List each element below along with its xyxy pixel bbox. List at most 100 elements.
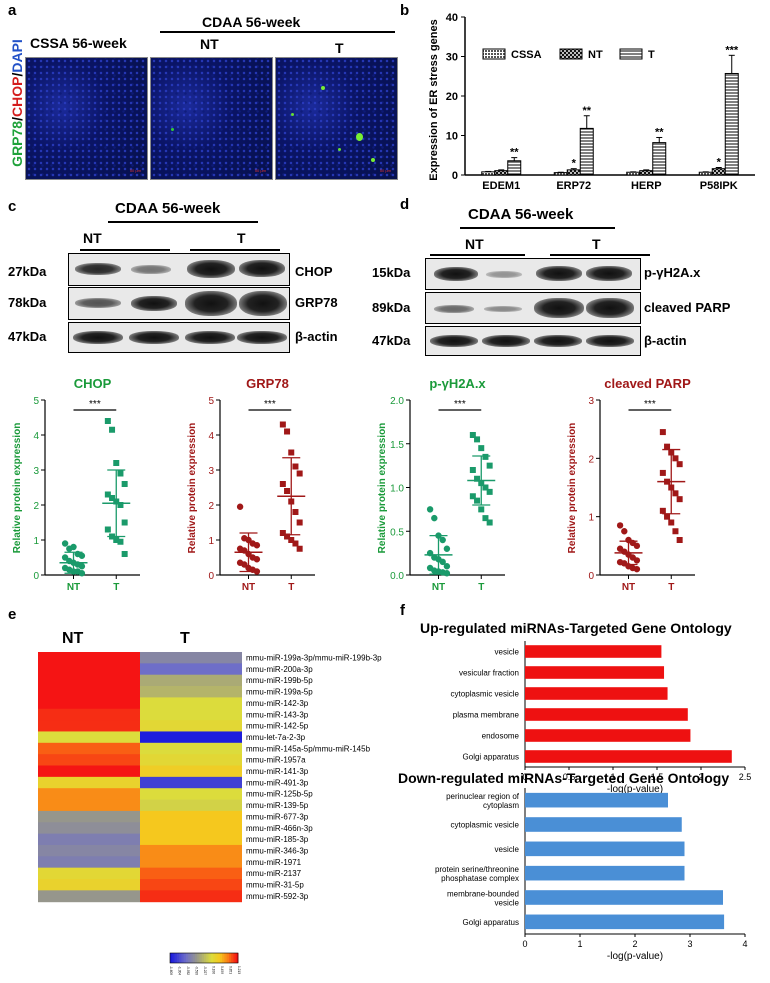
panel-c-t-line <box>190 249 280 251</box>
scatter-point-t <box>659 507 666 514</box>
b-legend-label: CSSA <box>511 49 542 61</box>
panel-label-c: c <box>8 198 17 215</box>
cdaa-bracket <box>160 31 395 33</box>
scatter-sig-label: *** <box>264 399 276 410</box>
scatter-point-nt <box>253 542 261 549</box>
micrograph-cssa: 50 μm <box>25 57 148 180</box>
scatter-point-nt <box>616 522 624 529</box>
micrograph-nt: 50 μm <box>150 57 273 180</box>
heatmap-row-label: mmu-miR-139-5p <box>246 801 309 810</box>
colorbar-segment <box>208 953 212 963</box>
scatter-sig-label: *** <box>89 399 101 410</box>
scatter-point-nt <box>443 570 451 577</box>
heatmap-cell <box>140 788 242 801</box>
go-xtick-label: 1.5 <box>651 772 664 782</box>
heatmap-cell <box>140 879 242 891</box>
go-xlabel: -log(p-value) <box>607 951 663 962</box>
scatter-point-nt <box>61 540 69 547</box>
b-category-label: EDEM1 <box>482 180 520 192</box>
colorbar-segment <box>228 953 232 963</box>
scatter-point-nt <box>439 536 446 544</box>
scale-bar-t: 50 μm <box>379 168 391 173</box>
scatter-point-t <box>469 467 476 473</box>
scatter-ytick-label: 2 <box>33 501 39 512</box>
b-significance: *** <box>725 44 739 56</box>
go-bar <box>525 817 682 832</box>
scatter-point-t <box>117 538 124 545</box>
scatter-point-nt <box>633 565 641 573</box>
scatter-point-t <box>676 461 683 468</box>
scatter-point-t <box>104 526 111 533</box>
heatmap-cell <box>38 833 140 846</box>
heatmap-cell <box>140 833 242 846</box>
scatter-point-nt <box>443 545 451 552</box>
colorbar-segment <box>185 953 189 963</box>
colorbar-segment <box>194 953 198 963</box>
stain-dapi: DAPI <box>9 39 25 73</box>
colorbar-segment <box>213 953 216 963</box>
scale-bar-cssa: 50 μm <box>129 168 141 173</box>
heatmap-cell <box>38 776 140 789</box>
panel-c-title: CDAA 56-week <box>115 200 221 217</box>
colorbar-segment <box>179 953 182 963</box>
heatmap-cell <box>140 776 242 789</box>
go-bar <box>525 792 668 808</box>
scatter-ytick-label: 4 <box>33 431 39 442</box>
b-bar-cssa <box>553 172 568 176</box>
scatter-point-nt <box>241 561 248 568</box>
b-legend-swatch-cssa <box>482 48 506 60</box>
panel-c-nt-line <box>80 249 170 251</box>
scatter-point-t <box>486 488 493 495</box>
heatmap-row-label: mmu-miR-677-3p <box>246 812 309 821</box>
scatter-point-t <box>478 445 485 452</box>
heatmap-cell <box>140 822 242 835</box>
go-category-label-cont: phosphatase complex <box>441 874 519 883</box>
colorbar-segment <box>215 953 218 963</box>
panel-c-kda-0: 27kDa <box>8 264 47 279</box>
heatmap-cell <box>38 788 140 801</box>
go-down-title: Down-regulated miRNAs-Targeted Gene Onto… <box>398 770 730 786</box>
heatmap-cell <box>38 697 140 710</box>
scatter-xtick-label: NT <box>432 582 445 593</box>
scatter-point-nt <box>253 556 261 563</box>
scatter-point-nt <box>431 514 438 522</box>
colorbar-segment <box>199 953 203 963</box>
go-category-label-cont: vesicle <box>495 899 520 908</box>
scatter-point-t <box>664 443 671 450</box>
b-bar-t <box>579 127 594 176</box>
colorbar-segment <box>183 953 187 963</box>
b-bar-t <box>507 160 522 176</box>
heatmap-row-label: mmu-miR-143-3p <box>246 710 309 719</box>
panel-d-t-line <box>550 254 650 256</box>
colorbar-segment <box>222 953 225 963</box>
scatter-ylabel: Relative protein expression <box>187 423 198 554</box>
b-bar-nt <box>566 169 581 176</box>
scatter-point-t <box>672 490 679 497</box>
scatter-xtick-label: T <box>113 582 119 593</box>
colorbar-tick: -0.599 <box>195 966 199 975</box>
heatmap-cell <box>140 697 242 710</box>
heatmap-row-label: mmu-miR-199a-3p/mmu-miR-199b-3p <box>246 654 382 663</box>
colorbar-tick: 0.851 <box>229 966 233 974</box>
heatmap-cell <box>38 844 140 857</box>
heatmap-cell <box>140 867 242 880</box>
heatmap-cell <box>38 731 140 744</box>
b-legend-swatch-nt <box>559 48 583 60</box>
colorbar-segment <box>224 953 228 963</box>
scatter-xtick-label: T <box>288 582 294 593</box>
panel-d-kda-0: 15kDa <box>372 265 411 280</box>
go-xtick-label: 0 <box>522 772 527 782</box>
scatter-ytick-label: 5 <box>208 396 214 407</box>
colorbar-segment <box>233 953 237 963</box>
scatter-title: GRP78 <box>246 376 289 391</box>
heatmap-cell <box>140 890 242 903</box>
scatter-point-nt <box>236 503 244 510</box>
heatmap-cell <box>38 765 140 778</box>
colorbar-frame <box>169 952 239 964</box>
scatter-point-t <box>672 528 679 535</box>
go-bar <box>525 645 662 658</box>
scatter-title: p-γH2A.x <box>429 376 486 391</box>
scatter-ytick-label: 0 <box>208 571 214 582</box>
colorbar-segment <box>181 953 184 963</box>
panel-b-chart: 0 10 20 30 40 Expression of ER stress genes ED… <box>428 12 755 192</box>
